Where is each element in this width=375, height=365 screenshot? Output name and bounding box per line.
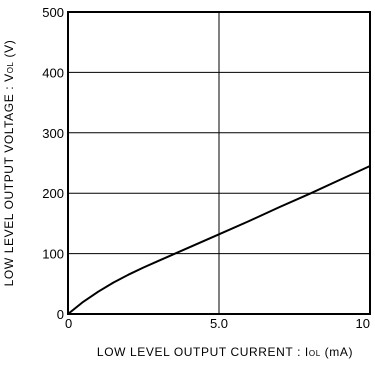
tick-labels: 0 100 200 300 400 500 0 5.0 10 <box>42 5 370 331</box>
y-axis-title: LOW LEVEL OUTPUT VOLTAGE : VOL (V) <box>2 40 16 287</box>
x-tick-label-2: 10 <box>356 316 370 331</box>
y-axis-title-main: LOW LEVEL OUTPUT VOLTAGE : V <box>2 73 16 286</box>
x-tick-label-0: 0 <box>65 316 72 331</box>
y-tick-label-1: 100 <box>42 247 64 262</box>
x-tick-label-1: 5.0 <box>210 316 228 331</box>
grid <box>68 12 370 314</box>
x-axis-title: LOW LEVEL OUTPUT CURRENT : IOL (mA) <box>97 345 353 359</box>
y-axis-title-unit: (V) <box>2 40 16 62</box>
series-line-0 <box>67 165 371 315</box>
x-axis-title-main: LOW LEVEL OUTPUT CURRENT : I <box>97 345 309 359</box>
plot-frame <box>67 11 371 315</box>
y-tick-label-3: 300 <box>42 126 64 141</box>
series-layer <box>67 165 371 315</box>
y-tick-label-5: 500 <box>42 5 64 20</box>
y-tick-label-2: 200 <box>42 186 64 201</box>
y-tick-label-0: 0 <box>57 307 64 322</box>
y-tick-label-4: 400 <box>42 65 64 80</box>
x-axis-title-subscript: OL <box>309 349 321 358</box>
y-axis-title-subscript: OL <box>6 61 15 73</box>
x-axis-title-unit: (mA) <box>321 345 353 359</box>
